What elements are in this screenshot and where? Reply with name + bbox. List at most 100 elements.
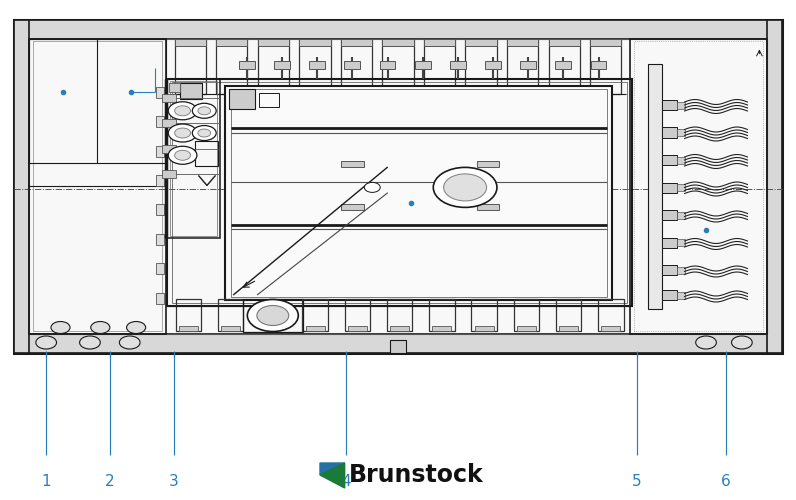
Bar (299, 39, 330, 94)
Bar (156, 87, 164, 98)
Bar (29, 39, 166, 162)
Bar (259, 92, 279, 106)
Circle shape (248, 300, 298, 332)
Bar (591, 61, 607, 69)
Circle shape (80, 336, 100, 349)
Bar (507, 39, 538, 94)
Bar (176, 299, 201, 331)
Bar (424, 39, 455, 46)
Bar (474, 326, 494, 331)
Bar (306, 326, 325, 331)
Bar (677, 292, 685, 298)
Bar (218, 299, 244, 331)
Bar (162, 170, 176, 178)
Bar (662, 210, 677, 220)
Text: 6: 6 (721, 474, 731, 489)
Bar (677, 129, 685, 136)
Bar (14, 334, 782, 352)
Bar (662, 100, 677, 110)
Circle shape (198, 107, 211, 115)
Bar (662, 238, 677, 248)
Circle shape (198, 129, 211, 137)
Bar (162, 94, 176, 102)
Bar (662, 182, 677, 192)
Bar (29, 39, 166, 334)
Bar (677, 184, 685, 191)
Bar (387, 299, 412, 331)
Text: Brunstock: Brunstock (349, 463, 483, 487)
Bar (309, 61, 325, 69)
Circle shape (36, 336, 57, 349)
Bar (677, 102, 685, 108)
Bar (156, 263, 164, 274)
Bar (466, 39, 497, 46)
Bar (466, 39, 497, 94)
Bar (590, 39, 621, 46)
Polygon shape (320, 463, 345, 488)
Bar (521, 61, 537, 69)
Bar (172, 82, 627, 303)
Bar (166, 79, 220, 238)
Bar (258, 39, 289, 94)
Bar (156, 146, 164, 156)
Bar (170, 81, 217, 236)
Bar (662, 155, 677, 165)
Bar (599, 299, 623, 331)
Text: 5: 5 (632, 474, 642, 489)
Circle shape (174, 150, 190, 160)
Bar (29, 39, 767, 334)
Bar (179, 326, 197, 331)
Bar (432, 326, 451, 331)
Bar (677, 266, 685, 274)
Bar (556, 299, 581, 331)
Circle shape (51, 322, 70, 334)
Bar (239, 61, 255, 69)
Bar (258, 39, 289, 46)
Circle shape (119, 336, 140, 349)
Bar (345, 299, 370, 331)
Bar (677, 156, 685, 164)
Bar (602, 326, 620, 331)
Bar (548, 39, 579, 46)
Bar (517, 326, 536, 331)
Bar (217, 39, 248, 94)
Bar (548, 39, 579, 94)
Bar (299, 39, 330, 46)
Bar (424, 39, 455, 94)
Bar (382, 39, 414, 94)
Bar (225, 86, 612, 300)
Bar (175, 39, 206, 46)
Bar (341, 204, 364, 210)
Bar (634, 42, 763, 331)
Bar (156, 292, 164, 304)
Circle shape (433, 168, 497, 207)
Bar (302, 299, 328, 331)
Bar (767, 20, 782, 352)
Circle shape (193, 126, 217, 140)
Bar (390, 326, 409, 331)
Bar (14, 20, 782, 352)
Bar (507, 39, 538, 46)
Bar (450, 61, 466, 69)
Bar (229, 89, 255, 109)
Bar (217, 39, 248, 46)
Circle shape (168, 124, 197, 142)
Bar (341, 161, 364, 167)
Bar (156, 116, 164, 127)
Bar (231, 89, 607, 296)
Circle shape (168, 146, 197, 164)
Bar (590, 39, 621, 94)
Bar (341, 39, 372, 94)
Polygon shape (320, 463, 345, 475)
Bar (513, 299, 539, 331)
Circle shape (696, 336, 716, 349)
Bar (556, 61, 572, 69)
Bar (167, 79, 632, 306)
Text: 1: 1 (41, 474, 51, 489)
Bar (485, 61, 501, 69)
Circle shape (174, 106, 190, 116)
Bar (662, 265, 677, 275)
Bar (345, 61, 361, 69)
Bar (156, 204, 164, 216)
Circle shape (168, 102, 197, 120)
